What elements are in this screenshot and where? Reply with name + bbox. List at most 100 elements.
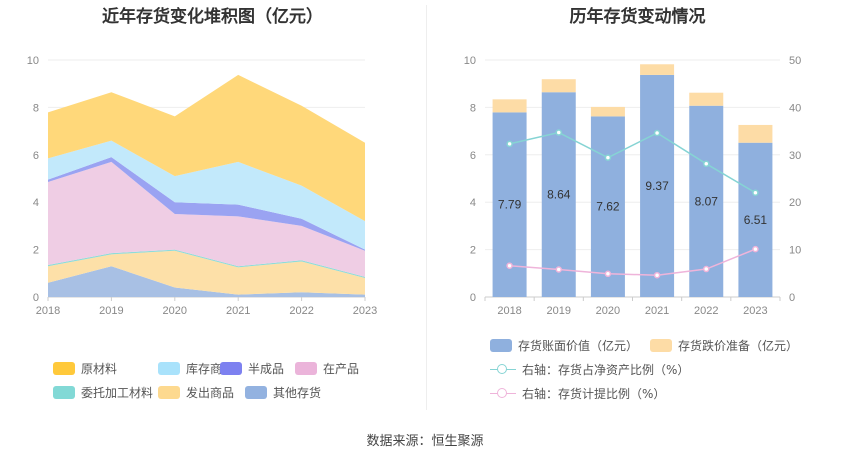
legend-item-other[interactable]: 其他存货 [245, 384, 321, 401]
inventory-bar-chart: 0 2 4 6 8 10 0 10 20 30 40 50 7.79 2018 8.64 2019 7.62 20… [464, 55, 802, 317]
right-y-tick-label: 10 [464, 55, 476, 67]
ratio-point-0[interactable] [752, 189, 759, 196]
legend-label-impairment: 存货跌价准备（亿元） [678, 339, 799, 353]
bar-value-label: 9.37 [645, 179, 669, 193]
ratio-line-0 [509, 131, 756, 194]
left-x-tick-label: 2018 [36, 305, 60, 317]
legend-item-wip[interactable]: 在产品 [295, 360, 359, 377]
ratio-point-1[interactable] [555, 266, 562, 273]
ratio-point-1[interactable] [604, 270, 612, 278]
bar-value-label: 6.51 [744, 213, 768, 227]
legend-label-consigned: 委托加工材料 [81, 386, 154, 400]
ratio-point-1[interactable] [703, 265, 710, 273]
right-y2-tick-label: 20 [789, 197, 801, 209]
left-chart-title: 近年存货变化堆积图（亿元） [102, 7, 323, 27]
right-chart-title: 历年存货变动情况 [569, 7, 706, 27]
left-x-tick-label: 2021 [226, 305, 250, 317]
bar-impairment[interactable] [640, 64, 675, 75]
right-y2-tick-label: 50 [789, 55, 801, 67]
right-y2-tick-label: 0 [789, 292, 795, 304]
legend-swatch-net-asset-ratio [490, 363, 516, 376]
bar-value-label: 8.07 [695, 194, 719, 208]
ratio-point-1[interactable] [653, 271, 661, 279]
bar-impairment[interactable] [689, 92, 724, 106]
bar-book-value[interactable] [590, 116, 625, 297]
right-x-tick-label: 2023 [743, 305, 767, 317]
legend-label-book-value: 存货账面价值（亿元） [518, 339, 639, 353]
legend-item-raw-materials[interactable]: 原材料 [53, 360, 117, 377]
area-series-0 [48, 266, 365, 297]
right-y-tick-label: 8 [470, 102, 476, 114]
legend-item-net-asset-ratio[interactable]: 右轴：存货占净资产比例（%） [490, 361, 689, 378]
legend-swatch-provision-ratio [490, 387, 516, 400]
area-series-4 [48, 157, 365, 251]
left-y-tick-label: 2 [33, 245, 39, 257]
right-x-tick-label: 2018 [497, 305, 521, 317]
right-y-tick-label: 4 [470, 197, 476, 209]
legend-label-goods-shipped: 发出商品 [186, 386, 235, 400]
legend-label-provision-ratio: 右轴：存货计提比例（%） [522, 387, 666, 401]
right-y-tick-label: 6 [470, 150, 476, 162]
bar-impairment[interactable] [590, 106, 625, 117]
legend-swatch-wip [295, 362, 317, 375]
ratio-point-0[interactable] [604, 154, 612, 161]
bar-value-label: 7.62 [596, 200, 620, 214]
area-series-1 [48, 250, 365, 295]
legend-swatch-book-value [490, 339, 512, 352]
right-y2-tick-label: 40 [789, 102, 801, 114]
left-y-tick-label: 8 [33, 102, 39, 114]
legend-item-semi-finished[interactable]: 半成品 [220, 360, 284, 377]
right-x-tick-label: 2022 [694, 305, 718, 317]
ratio-point-1[interactable] [752, 245, 759, 253]
left-y-tick-label: 10 [27, 55, 39, 67]
legend-label-net-asset-ratio: 右轴：存货占净资产比例（%） [522, 363, 690, 377]
left-x-tick-label: 2020 [163, 305, 187, 317]
right-x-tick-label: 2021 [645, 305, 669, 317]
legend-swatch-finished-goods [158, 362, 180, 375]
legend-swatch-impairment [650, 339, 672, 352]
legend-swatch-consigned [53, 386, 75, 399]
bar-book-value[interactable] [541, 92, 576, 298]
legend-swatch-other [245, 386, 267, 399]
left-y-tick-label: 6 [33, 150, 39, 162]
ratio-point-0[interactable] [506, 140, 513, 148]
bar-book-value[interactable] [738, 142, 773, 297]
right-x-tick-label: 2019 [547, 305, 571, 317]
legend-swatch-semi-finished [220, 362, 242, 375]
bar-impairment[interactable] [541, 79, 576, 93]
legend-item-impairment[interactable]: 存货跌价准备（亿元） [650, 337, 798, 354]
legend-item-provision-ratio[interactable]: 右轴：存货计提比例（%） [490, 385, 665, 402]
legend-item-book-value[interactable]: 存货账面价值（亿元） [490, 337, 638, 354]
data-source-note: 数据来源：恒生聚源 [366, 434, 484, 449]
area-series-6 [48, 74, 365, 222]
panel-divider [426, 5, 427, 410]
bar-book-value[interactable] [640, 74, 675, 297]
legend-swatch-goods-shipped [158, 386, 180, 399]
left-y-tick-label: 0 [33, 292, 39, 304]
bar-value-label: 8.64 [547, 188, 571, 202]
legend-item-consigned[interactable]: 委托加工材料 [53, 384, 153, 401]
ratio-point-0[interactable] [653, 129, 661, 137]
right-x-tick-label: 2020 [596, 305, 620, 317]
legend-label-other: 其他存货 [273, 386, 322, 400]
legend-label-semi-finished: 半成品 [248, 362, 285, 376]
left-y-tick-label: 4 [33, 197, 39, 209]
bar-impairment[interactable] [738, 124, 773, 143]
area-series-3 [48, 161, 365, 277]
left-x-tick-label: 2023 [353, 305, 377, 317]
right-y2-tick-label: 10 [789, 245, 801, 257]
ratio-point-1[interactable] [506, 262, 513, 269]
ratio-point-0[interactable] [703, 160, 710, 168]
bar-impairment[interactable] [492, 99, 527, 113]
legend-label-wip: 在产品 [323, 362, 360, 376]
ratio-point-0[interactable] [555, 129, 562, 136]
right-y-tick-label: 0 [470, 292, 476, 304]
area-series-5 [48, 140, 365, 250]
bar-value-label: 7.79 [498, 198, 522, 212]
stacked-area-chart: 0 2 4 6 8 10 2018 2019 2020 2021 2022 2023 [27, 55, 377, 317]
right-y2-tick-label: 30 [789, 150, 801, 162]
legend-label-raw-materials: 原材料 [81, 362, 118, 376]
legend-item-goods-shipped[interactable]: 发出商品 [158, 384, 234, 401]
right-y-tick-label: 2 [470, 245, 476, 257]
